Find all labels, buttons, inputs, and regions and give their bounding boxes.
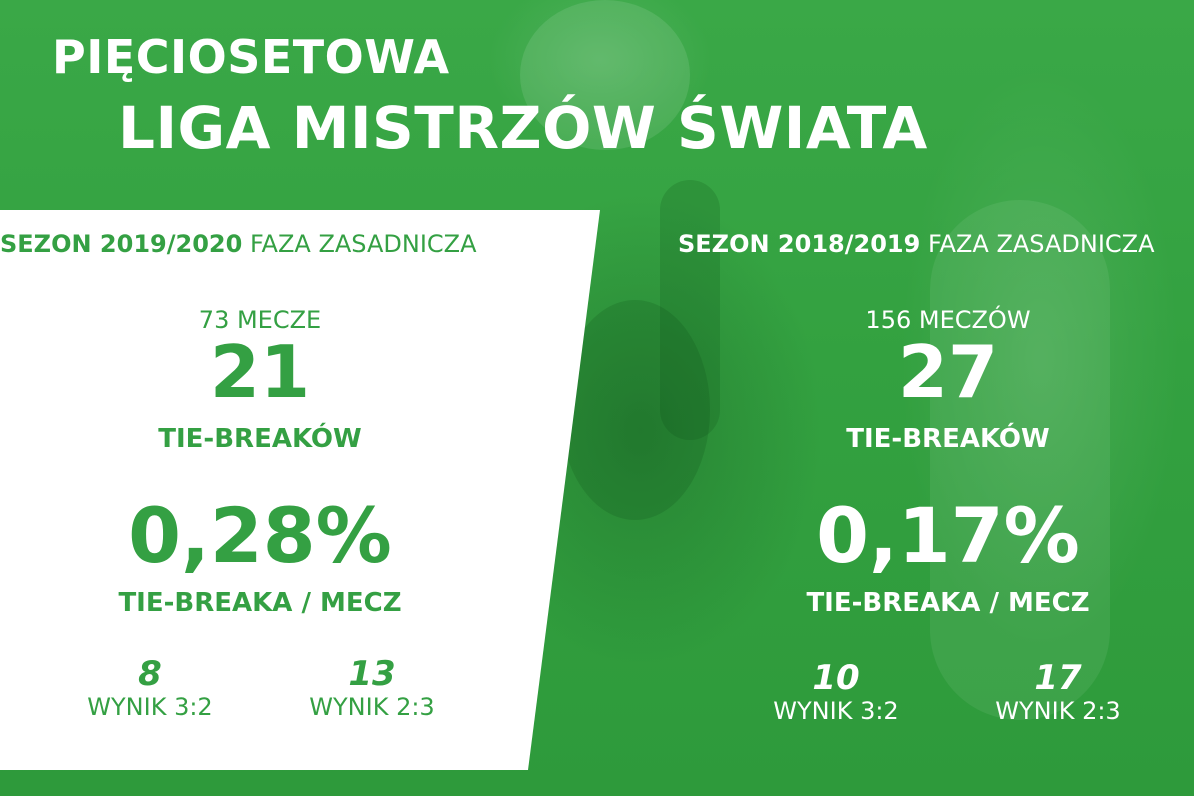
left-result-2-3-label: WYNIK 2:3 [309, 693, 435, 722]
left-ratio-label: TIE-BREAKA / MECZ [118, 588, 402, 618]
right-result-3-2-label: WYNIK 3:2 [773, 697, 899, 726]
left-stats: 73 MECZE 21 TIE-BREAKÓW 0,28% TIE-BREAKA… [60, 0, 460, 796]
right-matches: 156 MECZÓW [865, 306, 1031, 334]
title-line-2: LIGA MISTRZÓW ŚWIATA [118, 94, 928, 162]
right-stats: 156 MECZÓW 27 TIE-BREAKÓW 0,17% TIE-BREA… [748, 0, 1148, 796]
right-tiebreak-count: 27 [897, 330, 999, 414]
left-season-label: SEZON 2019/2020 [0, 230, 243, 258]
player-silhouette [560, 300, 710, 520]
right-season-label: SEZON 2018/2019 [678, 230, 921, 258]
player-arm-silhouette [660, 180, 720, 440]
left-result-2-3-count: 13 [348, 654, 396, 694]
right-tiebreak-label: TIE-BREAKÓW [846, 424, 1050, 454]
title-line-1: PIĘCIOSETOWA [52, 30, 450, 84]
right-result-2-3-label: WYNIK 2:3 [995, 697, 1121, 726]
left-season-heading: SEZON 2019/2020 FAZA ZASADNICZA [0, 230, 477, 258]
right-phase-label: FAZA ZASADNICZA [927, 230, 1155, 258]
left-matches: 73 MECZE [198, 306, 322, 334]
right-season-heading: SEZON 2018/2019 FAZA ZASADNICZA [678, 230, 1155, 258]
ball-silhouette [520, 0, 690, 150]
right-result-3-2: 10 WYNIK 3:2 [726, 658, 946, 726]
right-ratio-label: TIE-BREAKA / MECZ [806, 588, 1090, 618]
left-phase-label: FAZA ZASADNICZA [249, 230, 477, 258]
right-result-2-3: 17 WYNIK 2:3 [948, 658, 1168, 726]
right-ratio: 0,17% [816, 491, 1080, 580]
left-tiebreak-count: 21 [209, 330, 311, 414]
right-result-3-2-count: 10 [812, 658, 860, 698]
right-result-2-3-count: 17 [1034, 658, 1082, 698]
left-result-2-3: 13 WYNIK 2:3 [262, 654, 482, 722]
left-result-3-2: 8 WYNIK 3:2 [40, 654, 260, 722]
player-right-silhouette [930, 200, 1110, 720]
current-season-panel [0, 210, 600, 770]
left-tiebreak-label: TIE-BREAKÓW [158, 424, 362, 454]
left-result-3-2-label: WYNIK 3:2 [87, 693, 213, 722]
left-result-3-2-count: 8 [138, 654, 162, 694]
left-ratio: 0,28% [128, 491, 392, 580]
